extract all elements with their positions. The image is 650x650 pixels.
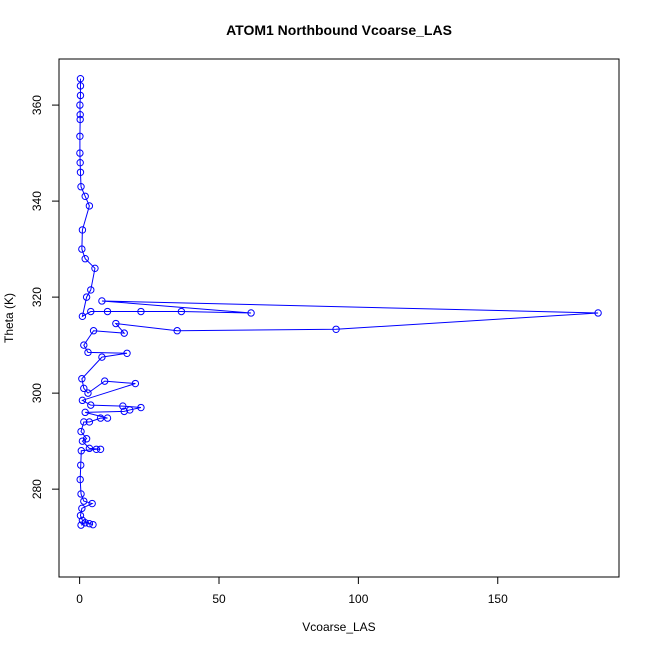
data-point	[87, 286, 95, 294]
data-point	[126, 406, 134, 414]
data-point	[76, 149, 84, 157]
plot-frame	[58, 58, 620, 578]
y-tick-label: 300	[30, 383, 44, 403]
data-point	[137, 403, 145, 412]
data-point	[332, 325, 340, 333]
data-point	[85, 444, 94, 453]
data-point	[77, 461, 85, 469]
data-point	[87, 401, 95, 409]
data-point	[76, 101, 84, 109]
data-point	[123, 349, 131, 357]
data-point	[137, 307, 145, 316]
data-point	[78, 516, 87, 525]
data-point	[98, 297, 106, 305]
data-point	[247, 309, 255, 317]
data-point	[88, 499, 96, 508]
data-point	[82, 435, 91, 443]
data-point	[77, 182, 85, 191]
data-point	[81, 408, 89, 417]
data-point	[76, 74, 85, 83]
data-point	[103, 414, 112, 422]
data-point	[76, 91, 85, 100]
y-tick-label: 320	[30, 287, 44, 307]
data-point	[120, 329, 128, 337]
data-point	[78, 437, 87, 445]
data-point	[77, 490, 85, 498]
data-point	[80, 418, 88, 426]
data-point	[78, 226, 87, 234]
data-point	[76, 132, 84, 140]
data-point	[173, 327, 181, 335]
data-point	[92, 445, 101, 454]
data-point	[76, 475, 84, 484]
data-point	[76, 82, 85, 90]
data-point	[89, 327, 98, 335]
data-point	[87, 307, 95, 316]
data-point	[96, 414, 105, 422]
y-tick-label: 360	[30, 95, 44, 115]
data-point	[77, 521, 85, 529]
data-point	[81, 255, 89, 263]
data-point	[76, 168, 85, 176]
data-point	[101, 377, 109, 385]
data-point	[91, 264, 99, 273]
data-point	[78, 504, 86, 513]
y-tick-label: 340	[30, 191, 44, 211]
x-tick-label: 150	[488, 592, 508, 606]
data-point	[76, 511, 85, 520]
data-point	[78, 375, 86, 383]
data-point	[85, 418, 94, 426]
data-point	[82, 293, 91, 301]
data-point	[84, 389, 92, 397]
data-point	[76, 115, 84, 124]
data-point	[81, 192, 89, 201]
data-point	[177, 307, 186, 316]
data-point	[120, 407, 128, 416]
data-point	[89, 520, 97, 529]
chart-title: ATOM1 Northbound Vcoarse_LAS	[226, 22, 452, 38]
x-tick-label: 100	[348, 592, 368, 606]
data-point	[84, 348, 92, 357]
data-point	[119, 402, 127, 410]
y-axis-label: Theta (K)	[2, 293, 16, 343]
data-point	[80, 341, 88, 349]
data-point	[80, 384, 88, 393]
data-point	[78, 245, 86, 253]
data-point	[78, 312, 87, 321]
data-point	[77, 427, 85, 436]
data-point	[77, 447, 85, 455]
data-point	[112, 319, 120, 328]
data-line	[79, 78, 599, 526]
data-point	[594, 309, 602, 317]
data-point	[96, 445, 105, 454]
x-tick-label: 50	[212, 592, 226, 606]
data-point	[80, 497, 88, 505]
x-axis-label: Vcoarse_LAS	[302, 620, 375, 634]
data-point	[85, 520, 94, 528]
data-point	[98, 353, 106, 361]
y-tick-label: 280	[30, 479, 44, 499]
data-point	[76, 110, 84, 119]
data-point	[78, 396, 87, 405]
data-point	[85, 202, 94, 210]
data-point	[103, 307, 112, 316]
x-tick-label: 0	[76, 592, 83, 606]
data-point	[131, 379, 140, 388]
data-point	[76, 158, 84, 167]
